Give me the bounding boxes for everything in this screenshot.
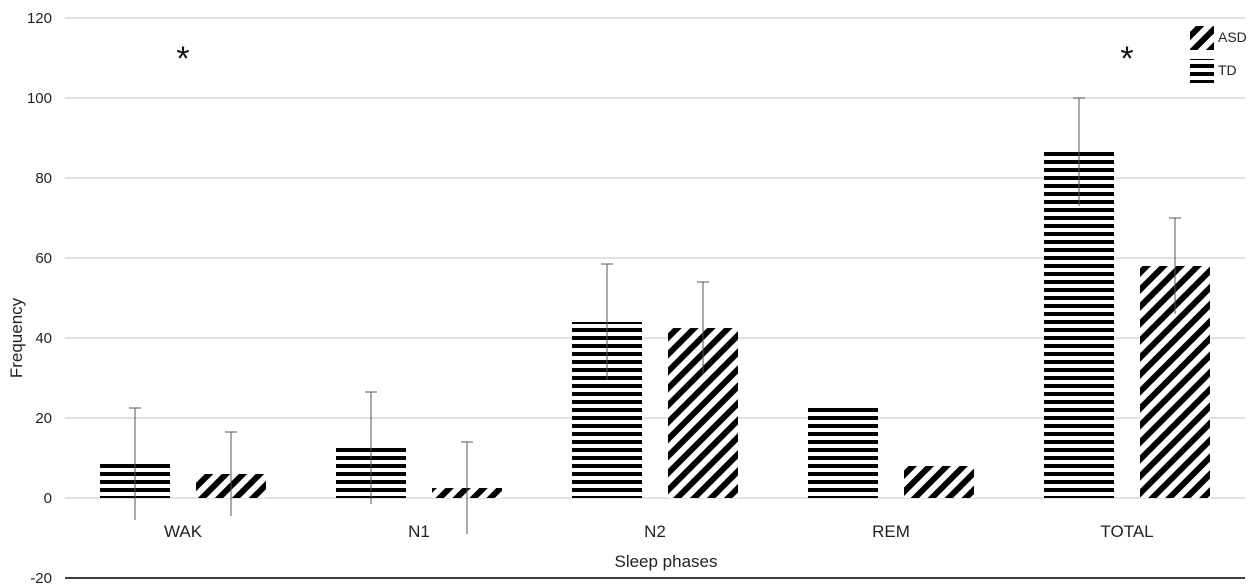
- bars: [100, 152, 1210, 498]
- y-tick-label: 60: [35, 250, 52, 267]
- x-tick-label: N2: [644, 522, 666, 541]
- x-tick-label: TOTAL: [1100, 522, 1153, 541]
- legend-label-td: TD: [1218, 62, 1237, 78]
- legend: ASD TD: [1190, 26, 1247, 83]
- error-bars: [129, 97, 1181, 534]
- y-tick-label: 80: [35, 170, 52, 187]
- y-axis-ticks: -20 0 20 40 60 80 100 120: [27, 10, 52, 585]
- x-tick-label: WAK: [164, 522, 203, 541]
- significance-marker: *: [176, 40, 189, 78]
- x-axis-categories: WAK N1 N2 REM TOTAL: [164, 522, 1154, 541]
- y-axis-title: Frequency: [7, 297, 26, 378]
- significance-annotations: * *: [176, 40, 1133, 78]
- y-tick-label: 100: [27, 90, 52, 107]
- legend-swatch-asd: [1190, 26, 1214, 50]
- y-tick-label: -20: [30, 570, 52, 585]
- y-tick-label: 20: [35, 410, 52, 427]
- y-tick-label: 120: [27, 10, 52, 27]
- x-tick-label: REM: [872, 522, 910, 541]
- legend-swatch-td: [1190, 59, 1214, 83]
- x-axis-title: Sleep phases: [614, 552, 717, 571]
- significance-marker: *: [1120, 40, 1133, 78]
- y-tick-label: 0: [44, 490, 52, 507]
- bar-td-rem: [808, 408, 878, 498]
- legend-label-asd: ASD: [1218, 29, 1247, 45]
- x-tick-label: N1: [408, 522, 430, 541]
- bar-td-total: [1044, 152, 1114, 498]
- bar-asd-rem: [904, 466, 974, 498]
- y-tick-label: 40: [35, 330, 52, 347]
